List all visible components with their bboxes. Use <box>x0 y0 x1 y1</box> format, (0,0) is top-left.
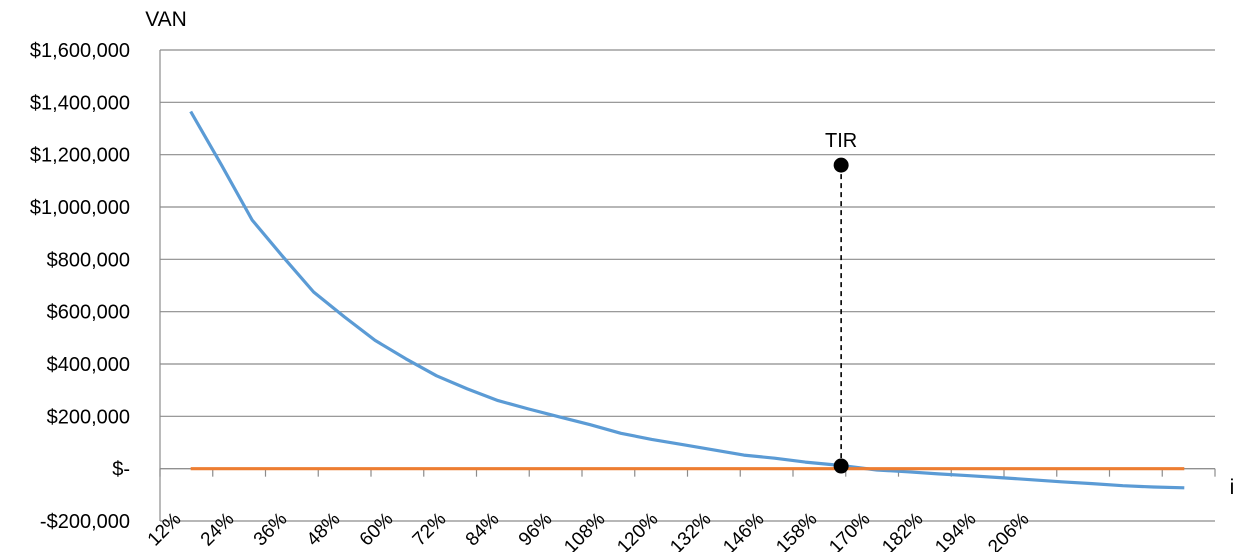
x-tick-label: 182% <box>878 509 927 552</box>
npv-curve <box>189 110 1185 490</box>
series-lines <box>189 110 1185 490</box>
y-tick-label: $800,000 <box>47 249 130 271</box>
y-tick-label: $1,400,000 <box>30 92 130 114</box>
x-tick-label: 108% <box>560 509 609 552</box>
x-tick-label: 48% <box>303 509 345 551</box>
x-tick-label: 24% <box>197 509 239 551</box>
tir-bottom-dot <box>833 458 849 474</box>
y-axis-title: VAN <box>145 8 187 31</box>
x-tick-label: 120% <box>613 509 662 552</box>
tir-label: TIR <box>825 130 857 152</box>
x-tick-labels: 12% 24% 36% 48% 60% 72% 84% 96% 108% 120% 132% 146%… <box>144 509 1034 552</box>
x-tick-label: 36% <box>250 509 292 551</box>
x-tick-label: 132% <box>666 509 715 552</box>
x-tick-label: 206% <box>984 509 1033 552</box>
x-tick-label: 158% <box>772 509 821 552</box>
y-tick-label: $- <box>112 459 130 481</box>
y-tick-label: $400,000 <box>47 354 130 376</box>
y-tick-label: $200,000 <box>47 406 130 428</box>
x-tick-label: 170% <box>825 509 874 552</box>
y-tick-label: $600,000 <box>47 302 130 324</box>
x-tick-label: 60% <box>356 509 398 551</box>
x-axis-title: i <box>1230 476 1235 499</box>
y-tick-labels: -$200,000 $- $200,000 $400,000 $600,000 $800,… <box>30 40 130 533</box>
x-tick-label: 194% <box>931 509 980 552</box>
y-tick-label: -$200,000 <box>40 511 130 533</box>
y-tick-label: $1,600,000 <box>30 40 130 62</box>
x-tick-label: 146% <box>719 509 768 552</box>
y-tick-label: $1,000,000 <box>30 197 130 219</box>
tir-top-dot <box>833 157 849 173</box>
annotations: TIR <box>825 130 857 474</box>
x-tick-label: 96% <box>515 509 557 551</box>
grid-lines <box>159 49 1216 522</box>
x-tick-label: 12% <box>144 509 186 551</box>
y-tick-label: $1,200,000 <box>30 145 130 167</box>
x-tick-label: 84% <box>462 509 504 551</box>
x-tick-label: 72% <box>409 509 451 551</box>
